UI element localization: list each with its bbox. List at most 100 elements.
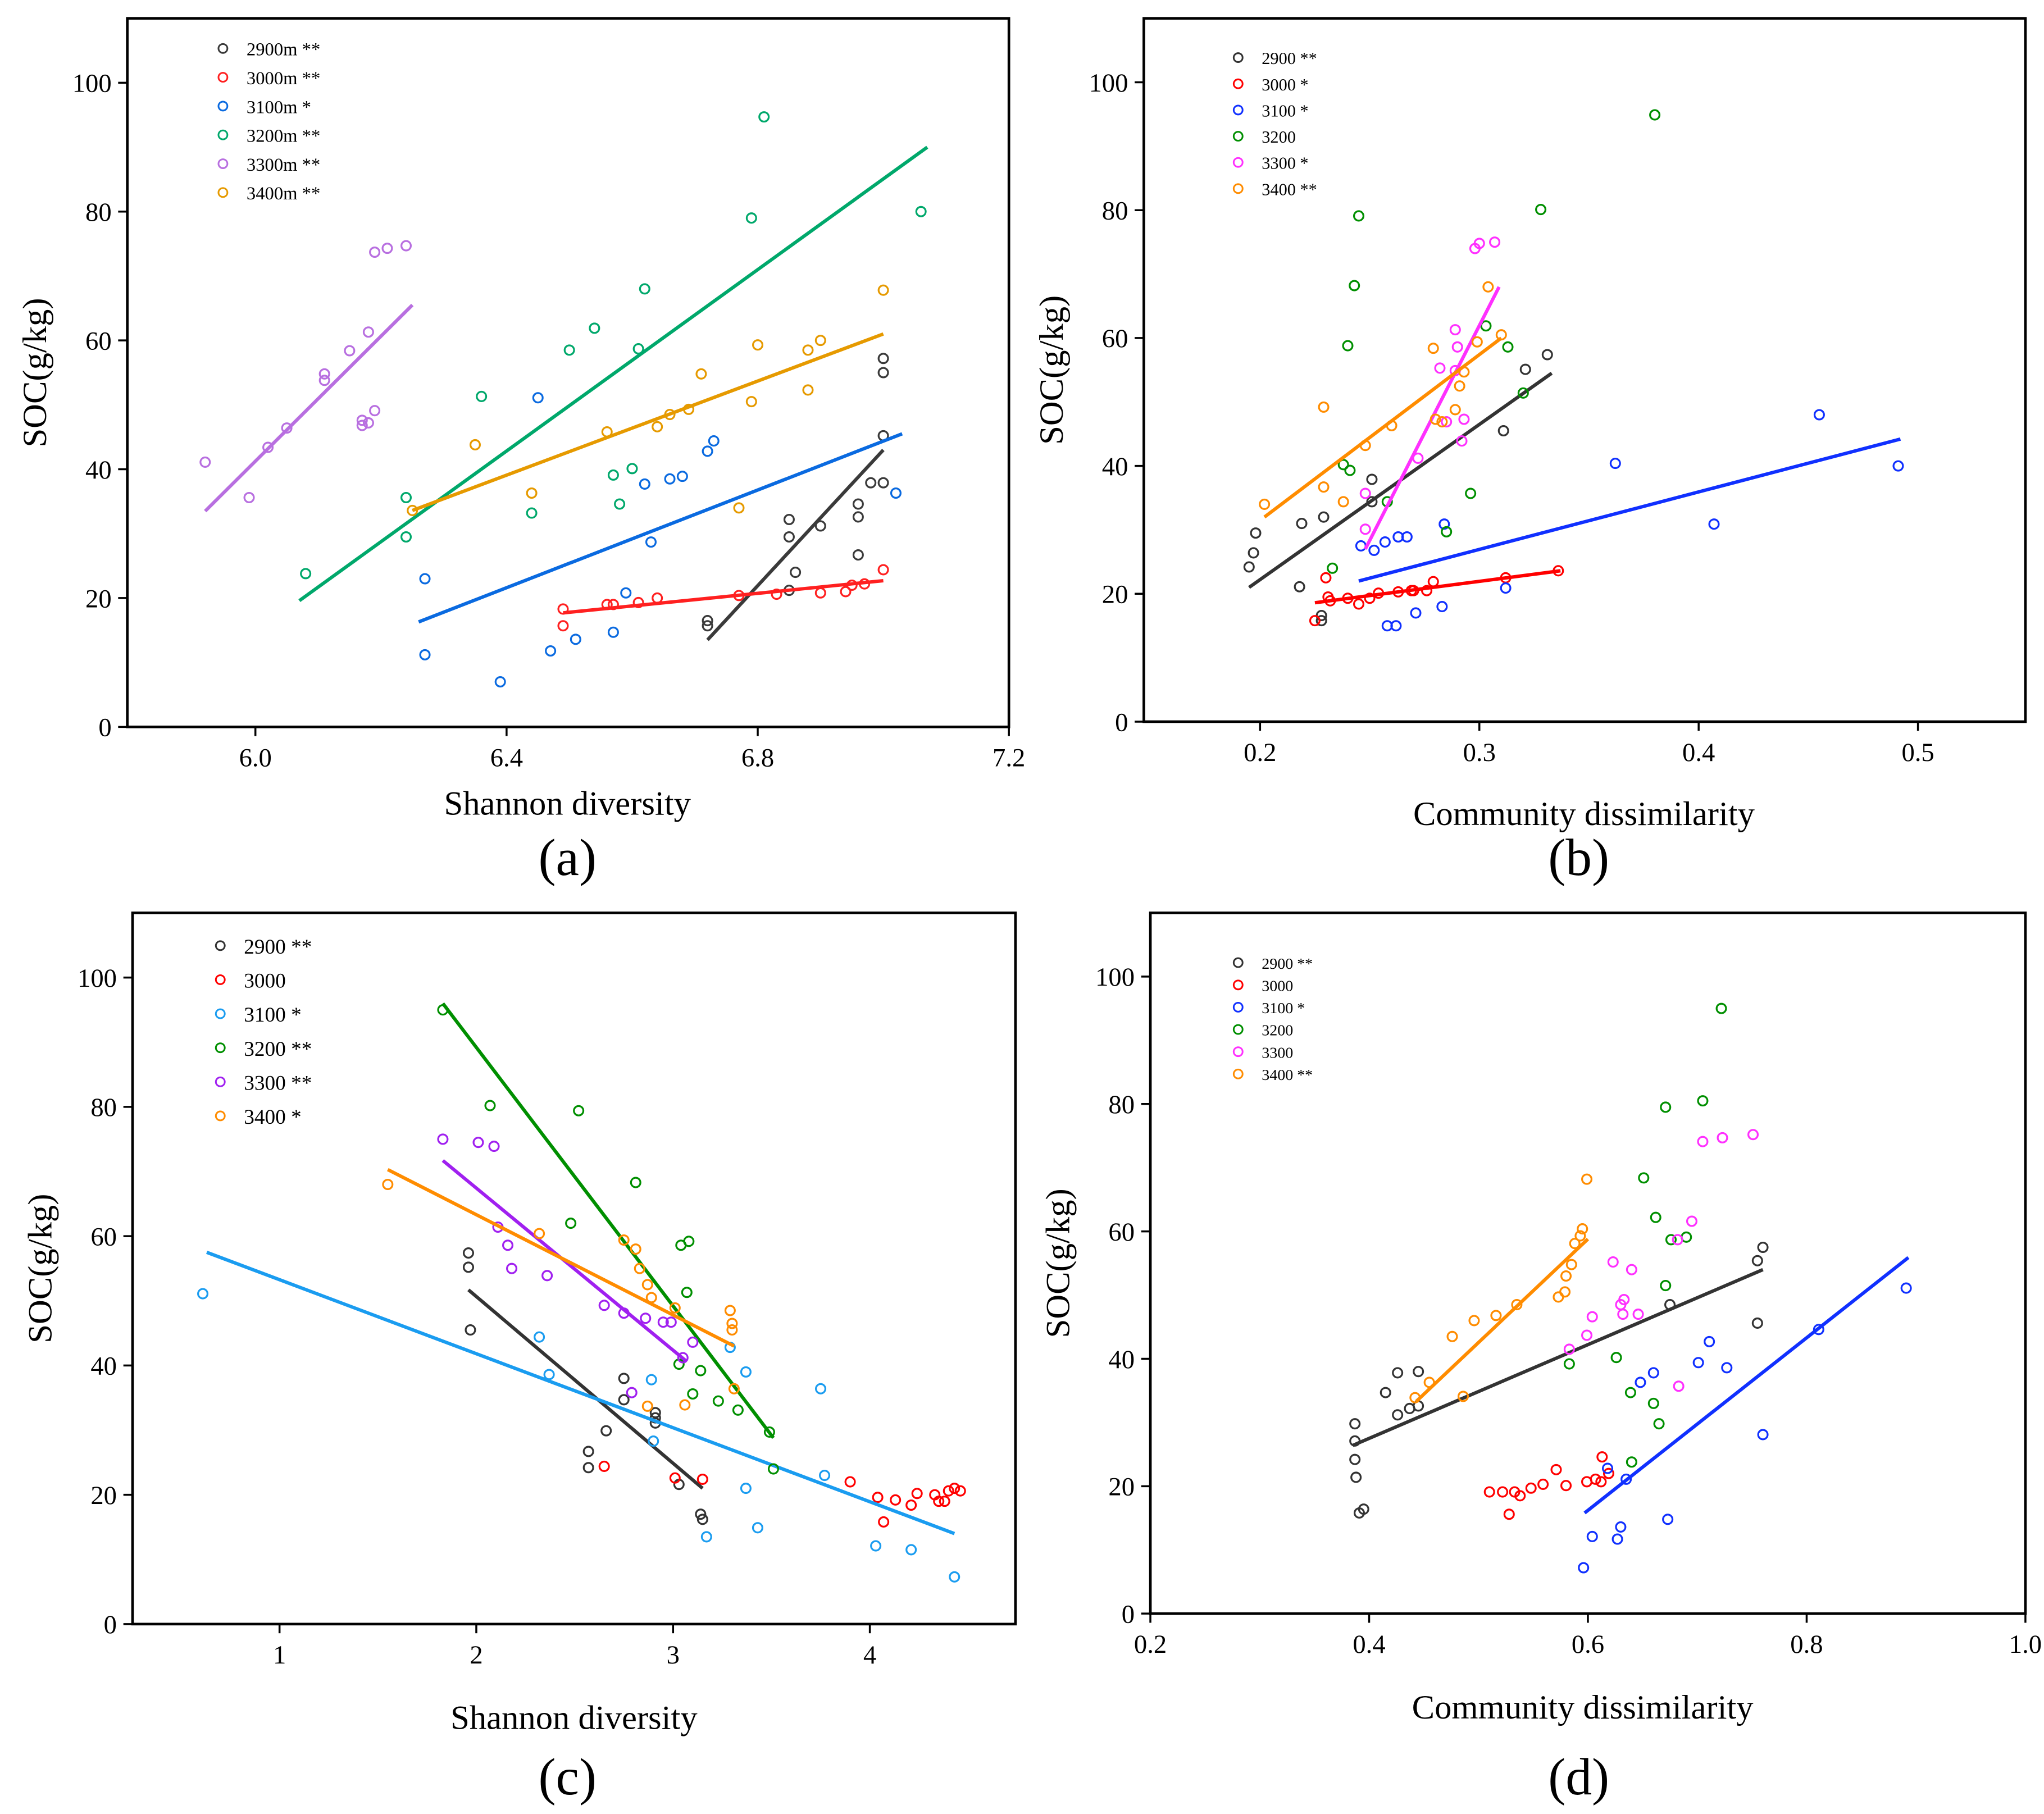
x-tick-label: 0.6 (1572, 1630, 1604, 1659)
data-point (1315, 615, 1327, 627)
data-point (1563, 1343, 1575, 1355)
x-tick-label: 1.0 (2009, 1630, 2042, 1659)
legend-label: 3300 * (1262, 154, 1308, 173)
data-point (1900, 1282, 1912, 1294)
data-point (618, 1373, 630, 1384)
data-point (695, 1508, 707, 1520)
data-point (545, 645, 557, 657)
data-point (677, 1352, 689, 1364)
data-point (598, 1460, 610, 1472)
panel-label: (c) (538, 1748, 597, 1806)
fit-line (418, 432, 903, 624)
panel-label: (a) (538, 829, 597, 887)
data-point (645, 536, 657, 548)
data-point (802, 344, 814, 356)
data-point (676, 471, 688, 482)
data-point (752, 339, 764, 351)
legend-label: 3200 (1262, 127, 1296, 147)
data-point (1617, 1309, 1629, 1320)
y-tick-label: 0 (1115, 708, 1128, 737)
data-point (1519, 363, 1531, 375)
data-point (197, 1288, 209, 1300)
data-point (1355, 540, 1367, 552)
y-tick-label: 0 (1122, 1600, 1135, 1629)
data-point (1458, 413, 1470, 425)
data-point (745, 212, 757, 224)
data-point (1482, 281, 1494, 293)
data-point (1366, 473, 1378, 485)
panel-label: (d) (1548, 1748, 1609, 1806)
data-point (1427, 576, 1439, 587)
data-point (681, 1287, 693, 1298)
data-point (1497, 1486, 1509, 1498)
data-point (1581, 1329, 1593, 1341)
series-3300 (1359, 236, 1501, 550)
data-point (634, 1262, 645, 1274)
data-point (712, 1395, 724, 1407)
series-2900m (702, 353, 889, 641)
fit-line (706, 449, 885, 641)
data-point (437, 1133, 449, 1145)
y-tick-label: 100 (78, 964, 117, 993)
legend-label: 3100 * (1262, 101, 1308, 120)
data-point (1813, 1324, 1824, 1336)
fit-line (204, 303, 414, 513)
data-point (1379, 536, 1391, 548)
legend-marker (215, 1042, 226, 1054)
x-tick-label: 6.8 (741, 743, 774, 772)
data-point (728, 1383, 740, 1394)
data-point (664, 473, 676, 485)
fit-line (1352, 1268, 1764, 1447)
data-point (506, 1262, 518, 1274)
y-tick-label: 60 (1108, 1218, 1135, 1247)
data-point (356, 414, 368, 426)
x-tick-label: 6.4 (490, 743, 523, 772)
data-point (1813, 409, 1825, 421)
data-point (1586, 1530, 1598, 1542)
data-point (1517, 387, 1529, 399)
data-point (1662, 1514, 1674, 1525)
data-point (1757, 1241, 1769, 1254)
fit-line (1364, 286, 1501, 550)
data-point (541, 1270, 553, 1282)
legend-label: 3000 (1262, 977, 1293, 995)
data-point (1337, 459, 1349, 471)
y-tick-label: 100 (1095, 963, 1135, 992)
data-point (1250, 527, 1262, 539)
data-point (1502, 341, 1514, 353)
y-tick-label: 40 (1102, 452, 1128, 481)
data-point (1296, 518, 1308, 530)
y-tick-label: 100 (72, 69, 112, 98)
data-point (905, 1499, 917, 1511)
series-3400 (382, 1168, 740, 1412)
x-tick-label: 7.2 (993, 743, 1025, 772)
x-tick-label: 2 (470, 1640, 482, 1670)
data-point (618, 1394, 630, 1406)
data-point (462, 1261, 474, 1273)
data-point (618, 1234, 630, 1246)
legend-marker (1232, 52, 1244, 63)
data-point (1535, 204, 1547, 216)
data-point (607, 469, 619, 481)
legend-marker (215, 1110, 226, 1122)
legend-label: 3400 ** (1262, 180, 1317, 199)
data-point (400, 491, 412, 504)
data-point (1715, 1002, 1727, 1014)
data-point (814, 520, 826, 532)
data-point (1456, 435, 1468, 447)
data-point (318, 368, 330, 380)
data-point (639, 283, 650, 295)
y-tick-label: 80 (1102, 197, 1128, 226)
legend-marker (1232, 1001, 1244, 1013)
data-point (630, 1243, 641, 1255)
y-tick-label: 20 (90, 1481, 117, 1510)
data-point (1686, 1215, 1698, 1227)
x-tick-label: 0.2 (1244, 738, 1276, 767)
legend-marker (215, 940, 226, 951)
data-point (243, 491, 255, 504)
data-point (852, 498, 864, 510)
data-point (1449, 404, 1461, 416)
data-point (669, 1472, 681, 1484)
data-point (840, 586, 852, 598)
